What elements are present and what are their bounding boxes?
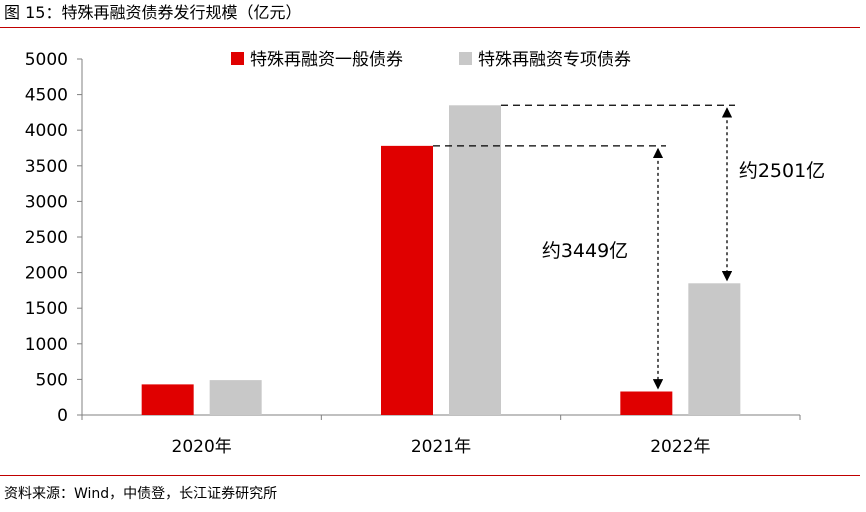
y-tick-label: 1000 [25,335,68,355]
y-tick-label: 4000 [25,121,68,141]
bar [141,384,194,415]
bar [209,380,262,415]
bar-chart: 特殊再融资一般债券 特殊再融资专项债券 0 500 1000 1500 2000 2500 3… [25,50,825,457]
chart-legend: 特殊再融资一般债券 特殊再融资专项债券 [231,50,631,70]
y-tick-label: 2000 [25,264,68,284]
figure-title: 图 15：特殊再融资债券发行规模（亿元） [4,3,302,22]
bar [688,283,741,415]
footer-rule [0,475,860,476]
bar [620,391,673,415]
legend-swatch [459,52,472,65]
x-tick-label: 2022年 [650,437,710,457]
annotation-label: 约2501亿 [739,160,825,182]
bar [381,145,433,415]
y-tick-label: 1500 [25,299,68,319]
y-tick-label: 500 [36,370,68,390]
annotations: 约3449亿 约2501亿 [433,104,825,390]
bars [141,105,741,415]
y-tick-label: 4500 [25,86,68,106]
x-tick-label: 2021年 [411,437,471,457]
y-axis: 0 500 1000 1500 2000 2500 3000 3500 4000 4500 5000 [25,50,83,426]
legend-label: 特殊再融资专项债券 [478,50,631,70]
y-tick-label: 0 [57,406,68,426]
y-tick-label: 3000 [25,192,68,212]
y-tick-label: 3500 [25,157,68,177]
annotation-label: 约3449亿 [542,240,628,262]
source-note: 资料来源：Wind，中债登，长江证券研究所 [4,486,278,502]
legend-swatch [231,52,244,65]
y-tick-label: 2500 [25,228,68,248]
x-tick-label: 2020年 [172,437,232,457]
y-tick-label: 5000 [25,50,68,70]
x-axis: 2020年 2021年 2022年 [81,414,801,457]
bar [449,105,501,415]
legend-label: 特殊再融资一般债券 [250,50,403,70]
title-rule [0,27,860,28]
